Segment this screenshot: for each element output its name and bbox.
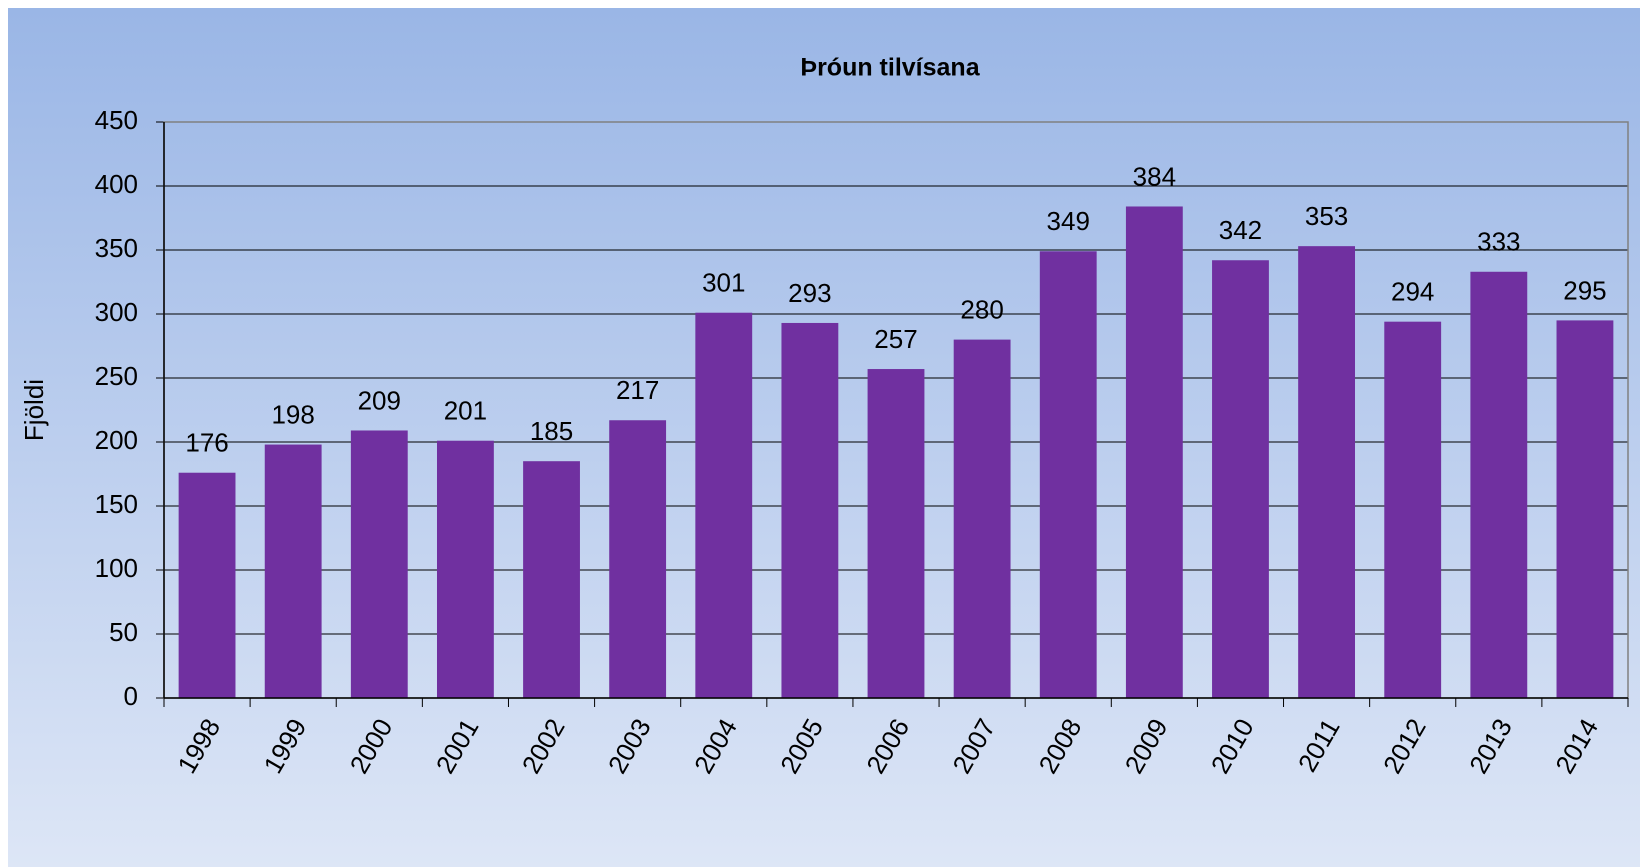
data-label: 185 <box>530 416 573 446</box>
bar <box>1212 260 1269 698</box>
data-label: 257 <box>874 324 917 354</box>
data-label: 295 <box>1563 275 1606 305</box>
bar <box>609 420 667 698</box>
data-label: 293 <box>788 278 831 308</box>
data-label: 353 <box>1305 201 1348 231</box>
y-tick-label: 450 <box>95 105 138 135</box>
y-tick-label: 250 <box>95 361 138 391</box>
y-tick-label: 150 <box>95 489 138 519</box>
y-tick-label: 100 <box>95 553 138 583</box>
bar <box>1556 320 1614 698</box>
bar <box>1039 251 1097 698</box>
y-tick-label: 400 <box>95 169 138 199</box>
data-label: 280 <box>960 294 1003 324</box>
data-label: 176 <box>185 428 228 458</box>
data-label: 294 <box>1391 277 1434 307</box>
bar <box>1384 321 1442 698</box>
data-label: 384 <box>1133 161 1176 191</box>
bar <box>1125 206 1183 699</box>
bar <box>867 369 925 698</box>
bar <box>264 444 322 698</box>
data-label: 349 <box>1047 206 1090 236</box>
y-tick-label: 350 <box>95 233 138 263</box>
y-axis-label: Fjöldi <box>19 379 49 441</box>
bar <box>178 472 236 698</box>
data-label: 201 <box>444 396 487 426</box>
bar <box>781 322 839 698</box>
y-tick-label: 300 <box>95 297 138 327</box>
y-tick-label: 50 <box>109 617 138 647</box>
data-label: 217 <box>616 375 659 405</box>
bar <box>695 312 753 698</box>
bar <box>1298 246 1356 698</box>
data-label: 333 <box>1477 227 1520 257</box>
bar <box>350 430 408 698</box>
bar <box>436 440 494 698</box>
data-label: 342 <box>1219 215 1262 245</box>
data-label: 209 <box>358 385 401 415</box>
data-label: 301 <box>702 268 745 298</box>
bar <box>953 339 1011 698</box>
chart-title: Þróun tilvísana <box>800 54 980 82</box>
y-tick-label: 0 <box>124 681 138 711</box>
bar <box>1470 271 1528 698</box>
y-tick-label: 200 <box>95 425 138 455</box>
bar <box>523 461 580 698</box>
data-label: 198 <box>271 399 314 429</box>
